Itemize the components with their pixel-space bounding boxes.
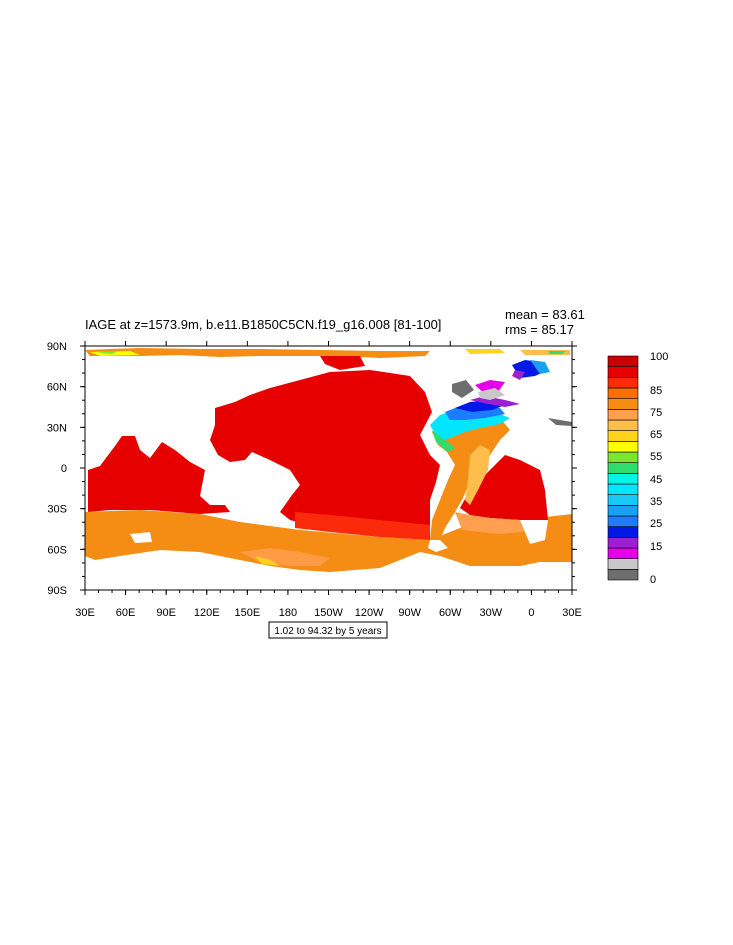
baffin-dark-grey [452,380,474,398]
y-tick-label: 30S [47,504,67,516]
colorbar-tick-label: 85 [650,385,662,397]
colorbar-tick-label: 25 [650,518,662,530]
colorbar-tick-label: 15 [650,541,662,553]
map-panel: 30E 60E 90E 120E 150E 180 150W 120W 90W 60W 30W 0 30… [47,341,582,619]
colorbar-tick-label: 55 [650,451,662,463]
x-tick-label: 30E [562,607,582,619]
nadw-green-edge [432,430,455,452]
labrador-sea-grey [478,388,505,400]
colorbar-segment [607,387,639,399]
arctic-field [85,348,430,358]
arctic-eastern-green [548,351,566,354]
bering-sea-red [320,356,365,370]
colorbar-segment [607,419,639,431]
x-tick-label: 0 [528,607,534,619]
info-box: 1.02 to 94.32 by 5 years [268,621,388,639]
x-tick-label: 180 [279,607,297,619]
colorbar-segment [607,366,639,378]
colorbar-segment [607,377,639,389]
pacific-ocean-field [210,370,440,540]
colorbar [607,355,639,581]
x-tick-label: 90E [156,607,176,619]
colorbar-segment [607,569,639,581]
landmasses [130,470,548,552]
x-tick-label: 30W [480,607,503,619]
y-tick-label: 90S [47,585,67,597]
colorbar-segment [607,494,639,506]
nordic-seas-cyan [530,360,550,374]
colorbar-segment [607,526,639,538]
y-tick-label: 0 [61,463,67,475]
y-tick-label: 30N [47,422,67,434]
colorbar-segment [607,558,639,570]
arctic-atlantic-sector [465,349,505,354]
southern-ocean-yellow-patch [255,556,280,566]
land-australia [210,470,252,505]
info-box-text: 1.02 to 94.32 by 5 years [274,626,381,637]
colorbar-tick-label: 65 [650,429,662,441]
colorbar-segment [607,398,639,410]
x-axis-labels: 30E 60E 90E 120E 150E 180 150W 120W 90W 60W 30W 0 30… [75,607,582,619]
land-africa-south [520,520,548,544]
colorbar-segment [607,473,639,485]
colorbar-segment [607,547,639,559]
mediterranean-grey [548,418,572,426]
colorbar-segment [607,462,639,474]
map-tick-marks [80,341,577,595]
colorbar-segment [607,515,639,527]
x-tick-label: 150W [314,607,343,619]
colorbar-tick-label: 45 [650,474,662,486]
south-pacific-band [295,512,430,540]
indian-ocean-field [88,436,230,514]
x-tick-label: 120W [355,607,384,619]
y-tick-label: 90N [47,341,67,353]
atlantic-intermediate-band [465,445,490,505]
land-south-america-tip [428,540,448,552]
y-tick-label: 60S [47,544,67,556]
info-box-frame [268,621,388,639]
colorbar-segment [607,505,639,517]
x-tick-label: 30E [75,607,95,619]
plot-title: IAGE at z=1573.9m, b.e11.B1850C5CN.f19_g… [85,317,441,332]
x-tick-label: 120E [194,607,220,619]
x-tick-label: 90W [398,607,421,619]
x-tick-label: 60E [116,607,136,619]
land-antarctica-left [130,532,152,543]
colorbar-segment [607,537,639,549]
colorbar-segment [607,409,639,421]
colorbar-tick-label: 100 [650,351,668,363]
colorbar-segment [607,451,639,463]
rms-label: rms = 85.17 [505,322,574,337]
colorbar-tick-label: 75 [650,407,662,419]
southern-ocean-field [85,510,572,572]
colorbar-segment [607,441,639,453]
colorbar-segment [607,483,639,495]
south-atlantic-field [460,455,548,520]
atlantic-southern-margin [455,512,540,534]
colorbar-labels: 0 15 25 35 45 55 65 75 85 100 [650,351,668,586]
y-axis-labels: 90N 60N 30N 0 30S 60S 90S [47,341,67,597]
colorbar-segment [607,355,639,367]
arctic-green-rim [96,351,118,354]
x-tick-label: 150E [234,607,260,619]
mean-label: mean = 83.61 [505,307,585,322]
colorbar-tick-label: 35 [650,496,662,508]
colorbar-tick-label: 0 [650,574,656,586]
x-tick-label: 60W [439,607,462,619]
y-tick-label: 60N [47,382,67,394]
colorbar-segment [607,430,639,442]
nadw-purple-core [470,396,520,407]
nordic-seas-purple [512,370,525,380]
